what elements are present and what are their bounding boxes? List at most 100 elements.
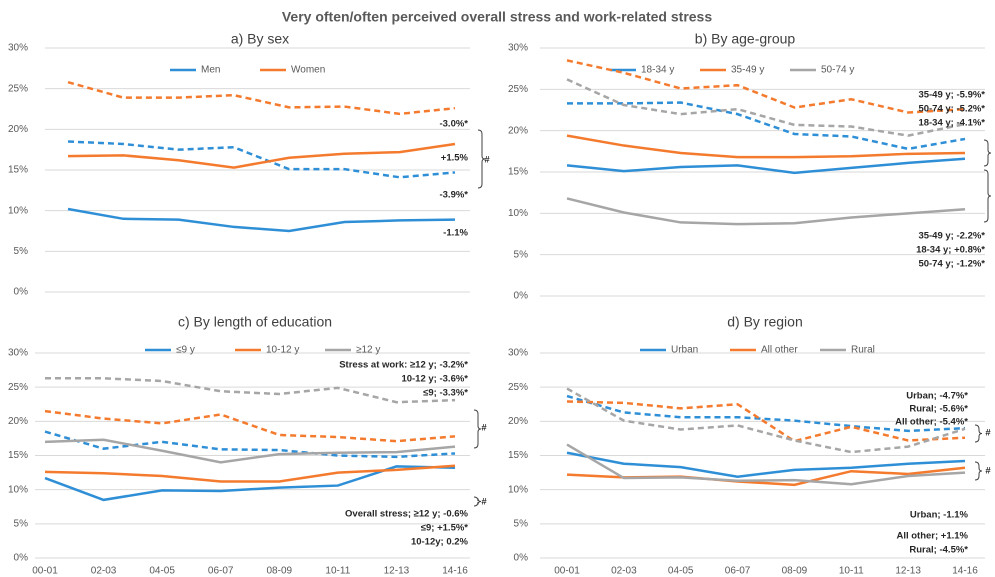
x-tick-label: 04-05 [149, 566, 175, 577]
x-tick-label: 02-03 [611, 566, 637, 577]
x-tick-label: 08-09 [266, 566, 292, 577]
work-line [45, 377, 456, 404]
annotation: All other; -5.4%* [895, 417, 968, 428]
legend-label: 35-49 y [731, 65, 764, 76]
y-tick-label: 0% [14, 553, 29, 564]
work-line [566, 59, 966, 114]
annotation: Urban; -1.1% [910, 510, 969, 521]
x-tick-label: 02-03 [91, 566, 117, 577]
annotation: Rural; -4.5%* [909, 545, 968, 556]
x-tick-label: 00-01 [32, 566, 58, 577]
legend-label: 18-34 y [641, 65, 674, 76]
y-tick-label: 30% [508, 348, 528, 359]
annotation: -3.0%* [439, 119, 468, 130]
annotation: ≤9; -3.3%* [423, 388, 468, 399]
annotation: 35-49 y; -5.9%* [918, 90, 985, 101]
annotation: Rural; -5.6%* [909, 404, 968, 415]
legend-label: All other [761, 345, 798, 356]
overall-line [67, 207, 456, 233]
y-tick-label: 5% [14, 246, 29, 257]
y-tick-label: 20% [8, 416, 28, 427]
overall-line [44, 464, 456, 483]
y-tick-label: 0% [514, 553, 529, 564]
y-tick-label: 0% [14, 287, 29, 298]
y-tick-label: 25% [508, 84, 528, 95]
bracket [983, 169, 992, 223]
y-tick-label: 5% [14, 518, 29, 529]
annotation: 10-12y; 0.2% [411, 537, 469, 548]
y-tick-label: 15% [8, 450, 28, 461]
work-line [44, 430, 456, 459]
bracket [473, 409, 482, 449]
work-line [67, 80, 456, 116]
y-tick-label: 10% [8, 484, 28, 495]
x-tick-label: 10-11 [325, 566, 350, 577]
legend-label: Men [201, 65, 220, 76]
annotation: 50-74 y; -1.2%* [918, 259, 985, 270]
x-tick-label: 06-07 [725, 566, 751, 577]
annotation: 18-34 y; +0.8%* [916, 245, 985, 256]
bracket [974, 461, 983, 481]
annotation: ≤9; +1.5%* [421, 523, 469, 534]
x-tick-label: 14-16 [442, 566, 468, 577]
annotation: Overall stress; ≥12 y; -0.6% [345, 509, 469, 520]
panel-title: d) By region [727, 314, 802, 330]
x-tick-label: 04-05 [668, 566, 694, 577]
figure-title: Very often/often perceived overall stres… [282, 9, 713, 25]
legend-label: ≤9 y [176, 345, 195, 356]
work-line [566, 78, 966, 137]
y-tick-label: 5% [514, 518, 529, 529]
overall-line [566, 451, 966, 478]
annotation: -1.1% [443, 228, 468, 239]
y-tick-label: 15% [8, 165, 28, 176]
legend-label: ≥12 y [356, 345, 380, 356]
y-tick-label: 10% [508, 208, 528, 219]
y-tick-label: 20% [508, 125, 528, 136]
x-tick-label: 12-13 [384, 566, 410, 577]
annotation: +1.5% [441, 153, 469, 164]
y-tick-label: 25% [8, 83, 28, 94]
bracket-label: # [481, 423, 487, 434]
x-tick-label: 08-09 [782, 566, 808, 577]
y-tick-label: 5% [514, 249, 529, 260]
y-tick-label: 30% [8, 43, 28, 54]
work-line [44, 409, 456, 443]
work-line [566, 394, 966, 433]
y-tick-label: 15% [508, 450, 528, 461]
annotation: 50-74 y; -5.2%* [918, 104, 985, 115]
annotation: -3.9%* [439, 190, 468, 201]
y-tick-label: 15% [508, 167, 528, 178]
x-tick-label: 14-16 [952, 566, 978, 577]
y-tick-label: 20% [8, 124, 28, 135]
y-tick-label: 0% [514, 291, 529, 302]
overall-line [67, 142, 456, 169]
y-tick-label: 30% [8, 348, 28, 359]
legend-label: Urban [671, 345, 698, 356]
y-tick-label: 20% [508, 416, 528, 427]
x-tick-label: 12-13 [895, 566, 921, 577]
y-tick-label: 10% [8, 205, 28, 216]
y-tick-label: 30% [508, 43, 528, 54]
legend-label: 10-12 y [266, 345, 299, 356]
legend-label: Women [291, 65, 325, 76]
x-tick-label: 06-07 [208, 566, 234, 577]
annotation: 10-12 y; -3.6%* [401, 374, 468, 385]
annotation: Stress at work: ≥12 y; -3.2%* [339, 360, 468, 371]
annotation: All other; +1.1% [896, 531, 968, 542]
overall-line [566, 443, 966, 486]
work-line [67, 140, 456, 179]
legend-label: 50-74 y [821, 65, 854, 76]
legend-label: Rural [851, 345, 875, 356]
annotation: 18-34 y; -4.1%* [918, 118, 985, 129]
work-line [566, 400, 966, 443]
bracket-label: # [484, 155, 490, 166]
x-tick-label: 00-01 [554, 566, 580, 577]
bracket [477, 129, 486, 189]
bracket-label: # [481, 497, 487, 508]
bracket-label: # [985, 466, 991, 477]
bracket [473, 496, 482, 507]
panel-title: b) By age-group [695, 31, 796, 47]
y-tick-label: 25% [8, 382, 28, 393]
panel-title: a) By sex [231, 31, 289, 47]
